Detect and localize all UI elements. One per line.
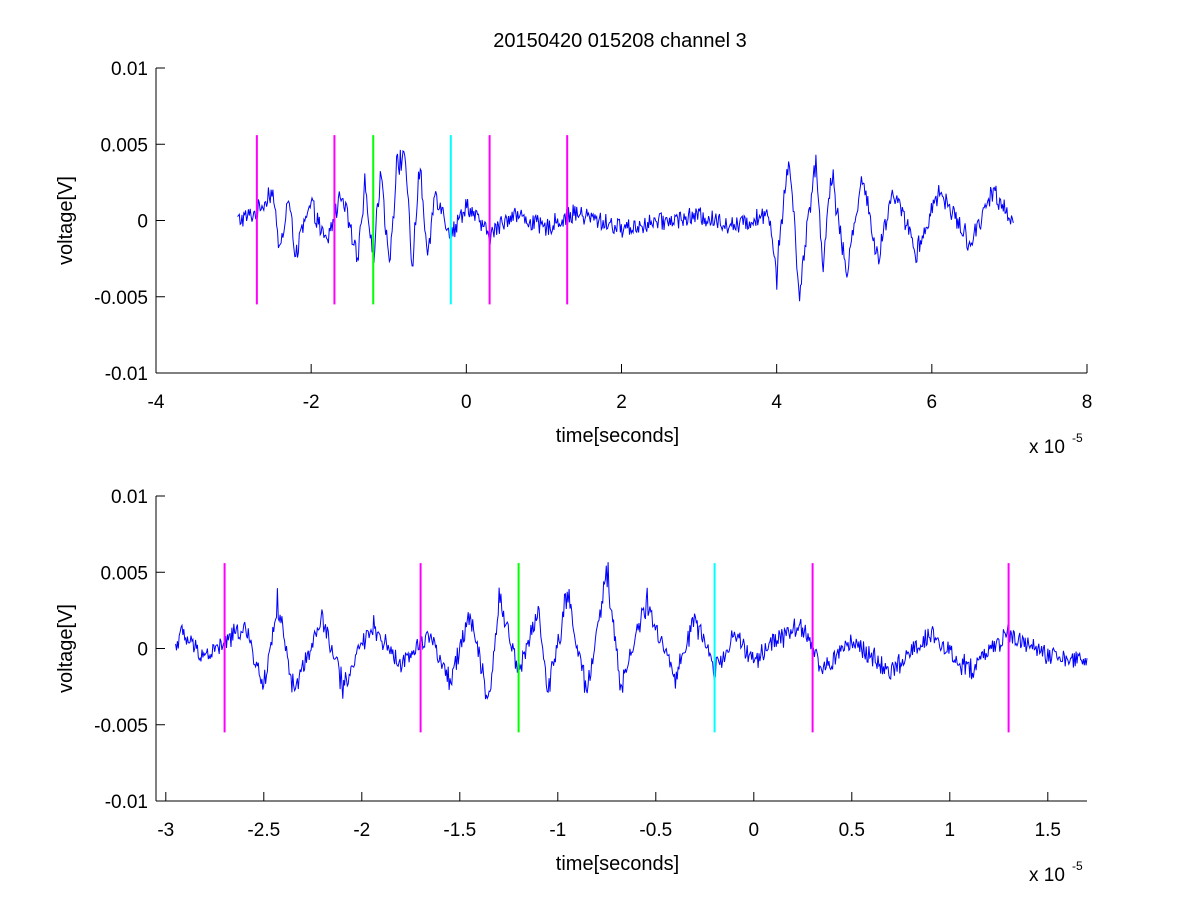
- x-tick-label: 0.5: [839, 820, 865, 841]
- x-tick-label: 1.5: [1035, 820, 1061, 841]
- x-multiplier-label: x 10: [1029, 437, 1065, 458]
- x-tick-label: -2: [303, 392, 320, 413]
- y-axis-label: voltage[V]: [55, 604, 77, 693]
- y-tick-label: 0: [137, 640, 148, 661]
- y-tick-label: -0.01: [105, 364, 148, 385]
- bottom-axes: -0.01 -0.005 0 0.005 0.01 -3 -2.5 -2 -1.5 -1 -0.5 0…: [55, 487, 1088, 886]
- signal-trace: [175, 562, 1088, 700]
- x-tick-label: 2: [616, 392, 627, 413]
- y-tick-label: 0.005: [100, 563, 148, 584]
- y-tick-label: 0: [137, 212, 148, 233]
- y-tick-label: -0.005: [94, 716, 148, 737]
- x-axis-label: time[seconds]: [556, 853, 679, 875]
- top-axes: -0.01 -0.005 0 0.005 0.01 -4 -2 0 2 4 6 8 time[secon…: [55, 59, 1092, 458]
- y-tick-label: 0.01: [111, 59, 148, 80]
- y-tick-label: 0.01: [111, 487, 148, 508]
- y-tick-label: -0.01: [105, 792, 148, 813]
- x-tick-label: -4: [148, 392, 165, 413]
- x-multiplier-exponent: -5: [1072, 859, 1083, 873]
- y-tick-label: -0.005: [94, 288, 148, 309]
- figure-title: 20150420 015208 channel 3: [493, 30, 747, 52]
- x-tick-label: -3: [157, 820, 174, 841]
- x-tick-label: 0: [461, 392, 472, 413]
- x-tick-label: -2.5: [247, 820, 280, 841]
- y-tick-label: 0.005: [100, 135, 148, 156]
- x-multiplier-label: x 10: [1029, 865, 1065, 886]
- x-tick-label: 8: [1082, 392, 1093, 413]
- x-tick-label: 4: [771, 392, 782, 413]
- x-multiplier-exponent: -5: [1072, 431, 1083, 445]
- x-tick-label: -1: [549, 820, 566, 841]
- x-tick-label: 0: [749, 820, 760, 841]
- x-tick-label: 1: [945, 820, 956, 841]
- x-tick-label: -2: [353, 820, 370, 841]
- x-tick-label: -1.5: [443, 820, 476, 841]
- y-axis-label: voltage[V]: [55, 176, 77, 265]
- x-tick-label: -0.5: [639, 820, 672, 841]
- x-tick-label: 6: [927, 392, 938, 413]
- signal-trace: [237, 149, 1014, 302]
- x-axis-label: time[seconds]: [556, 425, 679, 447]
